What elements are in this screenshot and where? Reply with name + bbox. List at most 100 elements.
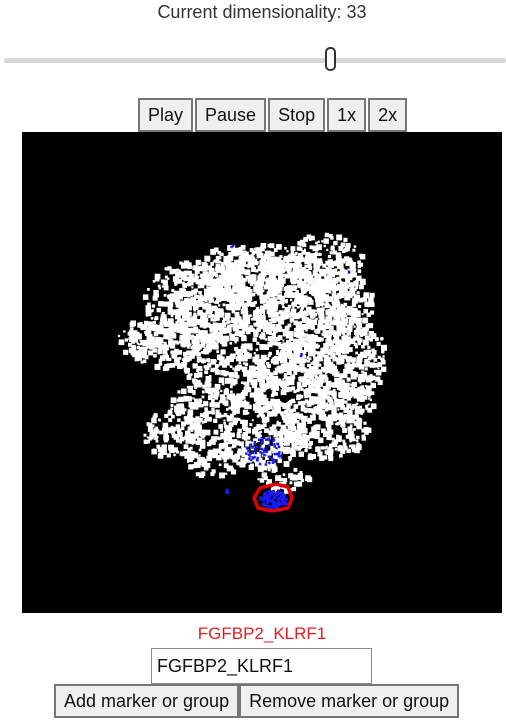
cell-point xyxy=(229,333,232,336)
cell-point xyxy=(185,416,192,423)
cell-point xyxy=(188,264,192,269)
cell-point xyxy=(245,329,251,335)
cell-point xyxy=(296,296,299,300)
slider-thumb[interactable] xyxy=(324,47,336,71)
cell-point xyxy=(282,378,285,381)
remove-marker-button[interactable]: Remove marker or group xyxy=(239,684,460,718)
stop-button[interactable]: Stop xyxy=(268,98,326,132)
play-button[interactable]: Play xyxy=(138,98,194,132)
marker-point xyxy=(262,450,266,453)
cell-point xyxy=(260,398,267,404)
cell-point xyxy=(259,281,265,287)
cell-point xyxy=(270,275,275,280)
cell-point xyxy=(276,385,279,389)
cell-point xyxy=(285,406,291,412)
cell-point xyxy=(227,450,234,457)
cell-point xyxy=(284,310,289,315)
cell-point xyxy=(181,388,187,394)
cell-point xyxy=(205,322,211,328)
cell-point xyxy=(236,356,241,362)
cell-point xyxy=(355,362,361,368)
cell-point xyxy=(336,272,339,275)
cell-point xyxy=(312,412,316,416)
cell-point xyxy=(219,472,225,479)
cell-point xyxy=(282,329,287,333)
cell-point xyxy=(220,265,225,270)
speed-2x-button[interactable]: 2x xyxy=(368,98,408,132)
cell-point xyxy=(263,261,269,267)
speed-1x-button[interactable]: 1x xyxy=(327,98,367,132)
cell-point xyxy=(223,450,227,454)
cell-point xyxy=(309,347,316,354)
cell-point xyxy=(247,262,253,268)
cell-point xyxy=(363,421,367,425)
cell-point xyxy=(189,437,196,444)
cell-point xyxy=(213,342,219,348)
cell-point xyxy=(353,420,359,426)
cell-point xyxy=(155,439,159,443)
cell-point xyxy=(184,354,188,358)
cell-point xyxy=(292,408,297,412)
cell-point xyxy=(316,356,320,360)
embedding-plot[interactable] xyxy=(22,132,502,613)
cell-point xyxy=(337,286,342,291)
cell-point xyxy=(257,313,263,318)
cell-point xyxy=(331,441,338,448)
cell-point xyxy=(361,370,365,374)
cell-point xyxy=(314,424,321,430)
cell-point xyxy=(244,459,247,462)
cell-point xyxy=(325,372,328,375)
marker-point xyxy=(276,443,280,446)
cell-point xyxy=(246,436,251,440)
cell-point xyxy=(218,304,221,307)
cell-point xyxy=(288,379,295,386)
cell-point xyxy=(362,317,369,324)
cell-point xyxy=(255,387,260,392)
cell-point xyxy=(223,413,228,417)
slider-track[interactable] xyxy=(4,58,506,63)
marker-point xyxy=(276,505,279,508)
cell-point xyxy=(317,240,320,243)
cell-point xyxy=(355,345,359,349)
cell-point xyxy=(272,297,278,302)
cell-point xyxy=(227,294,233,299)
cell-point xyxy=(213,247,219,253)
cell-point xyxy=(242,425,246,430)
cell-point xyxy=(214,274,219,278)
cell-point xyxy=(350,392,354,396)
cell-point xyxy=(224,329,229,334)
cell-point xyxy=(221,382,225,386)
cell-point xyxy=(196,424,202,431)
cell-point xyxy=(234,396,239,401)
cell-point xyxy=(195,346,201,351)
dimensionality-slider[interactable] xyxy=(4,47,506,73)
cell-point xyxy=(323,279,329,284)
marker-point xyxy=(269,499,272,503)
cell-point xyxy=(280,411,285,416)
cell-point xyxy=(211,268,215,272)
cell-point xyxy=(361,428,366,433)
cell-point xyxy=(247,412,250,415)
selection-outline[interactable] xyxy=(252,482,294,513)
add-marker-button[interactable]: Add marker or group xyxy=(54,684,240,718)
cell-point xyxy=(327,414,332,418)
marker-input[interactable] xyxy=(151,648,372,684)
cell-point xyxy=(331,301,335,305)
marker-point xyxy=(272,502,275,506)
cell-point xyxy=(220,389,223,393)
cell-point xyxy=(350,406,354,411)
cell-point xyxy=(327,260,332,265)
cell-point xyxy=(299,471,303,474)
cell-point xyxy=(268,258,271,262)
cell-point xyxy=(285,263,288,267)
cell-point xyxy=(325,300,329,304)
cell-point xyxy=(238,324,243,329)
cell-point xyxy=(343,302,348,307)
cell-point xyxy=(248,254,254,261)
cell-point xyxy=(297,401,302,406)
cell-point xyxy=(321,428,326,434)
cell-point xyxy=(357,291,360,294)
embedding-canvas[interactable] xyxy=(22,132,502,613)
pause-button[interactable]: Pause xyxy=(195,98,267,132)
cell-point xyxy=(200,432,206,438)
